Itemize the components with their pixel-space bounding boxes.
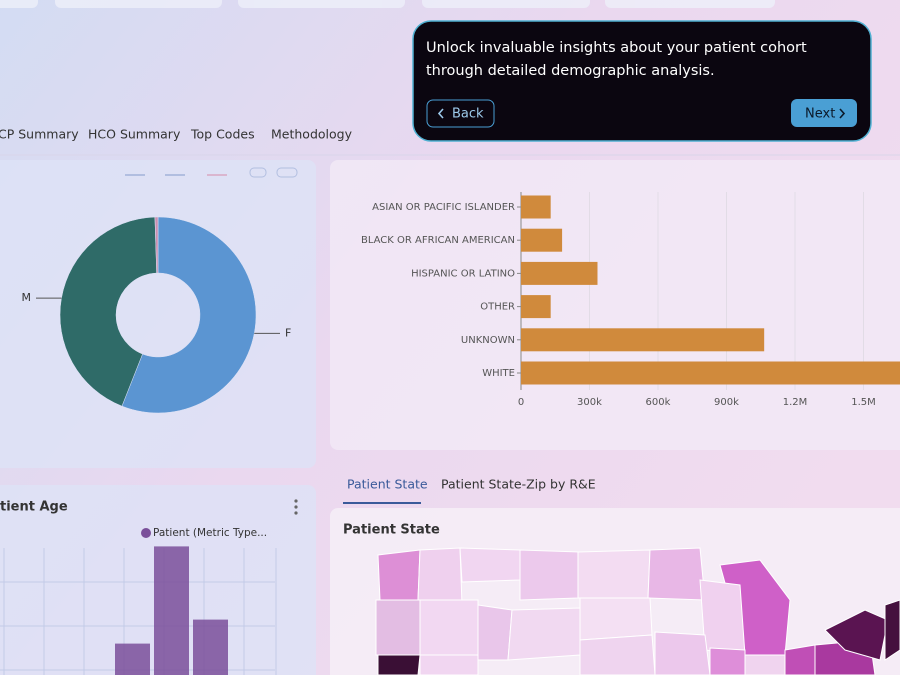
bar (154, 546, 189, 675)
y-tick-label: BLACK OR AFRICAN AMERICAN (361, 235, 515, 246)
x-tick-label: 600k (646, 397, 671, 408)
slice-label: M (22, 291, 32, 304)
back-button[interactable] (426, 99, 495, 128)
x-tick-label: 0 (518, 397, 524, 408)
next-icon (839, 108, 846, 119)
legend-swatch (141, 528, 151, 538)
tab[interactable]: HCO Summary (88, 127, 181, 142)
map-title: Patient State (343, 523, 440, 538)
donut-slice (154, 216, 159, 274)
next-label: Next (805, 107, 835, 122)
us-map (375, 547, 900, 675)
bar (115, 643, 150, 675)
tour-popup (412, 20, 872, 142)
bar (521, 228, 563, 252)
bar (521, 195, 551, 219)
y-tick-label: WHITE (482, 368, 515, 379)
back-label: Back (452, 107, 484, 122)
kebab-menu[interactable] (294, 499, 298, 515)
bar (193, 619, 228, 675)
slice-label: F (285, 326, 291, 339)
y-tick-label: OTHER (480, 302, 515, 313)
x-tick-label: 300k (577, 397, 602, 408)
gender-card (0, 160, 316, 468)
bar (521, 328, 765, 352)
x-tick-label: 1.5M (851, 397, 876, 408)
tab[interactable]: Methodology (271, 127, 353, 142)
y-tick-label: ASIAN OR PACIFIC ISLANDER (372, 202, 515, 213)
legend-label: Patient (Metric Type... (153, 527, 267, 539)
tab[interactable]: Top Codes (190, 127, 255, 142)
donut-slice (59, 216, 157, 407)
y-tick-label: HISPANIC OR LATINO (411, 268, 515, 279)
tour-popup-text: Unlock invaluable insights about your pa… (426, 40, 807, 79)
bar (521, 295, 551, 319)
x-tick-label: 900k (714, 397, 739, 408)
tab[interactable]: Patient State-Zip by R&E (441, 477, 596, 492)
bar (521, 261, 598, 285)
back-icon (437, 108, 444, 119)
next-button[interactable] (791, 99, 857, 127)
bar (521, 361, 900, 385)
legend-hints (125, 167, 298, 178)
y-tick-label: UNKNOWN (461, 335, 515, 346)
top-cards (0, 0, 775, 8)
x-tick-label: 1.2M (783, 397, 808, 408)
tab[interactable]: CP Summary (0, 127, 79, 142)
age-title: tient Age (0, 500, 68, 515)
tab[interactable]: Patient State (347, 477, 428, 492)
